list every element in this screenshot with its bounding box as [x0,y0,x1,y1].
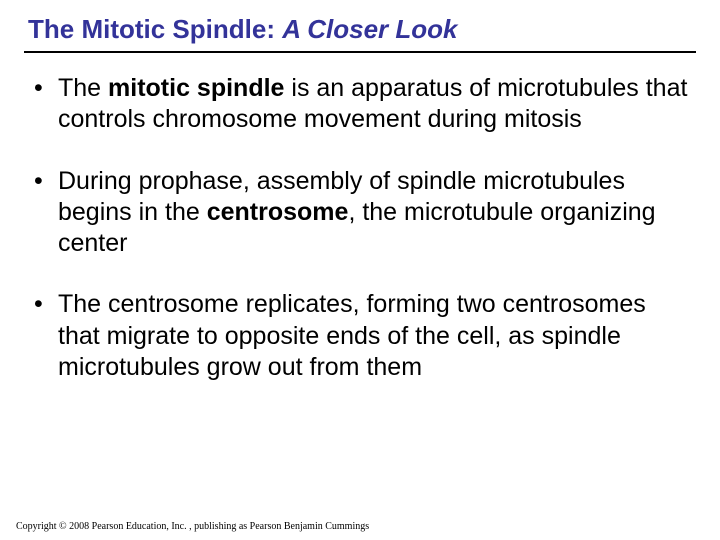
text-run-bold: centrosome [207,198,349,226]
text-run: The [58,74,108,102]
list-item: The mitotic spindle is an apparatus of m… [30,73,690,136]
title-lead: The Mitotic Spindle: [28,14,282,44]
bullet-list: The mitotic spindle is an apparatus of m… [24,73,696,383]
text-run-bold: mitotic spindle [108,74,284,102]
text-run: The centrosome replicates, forming two c… [58,290,646,381]
slide: The Mitotic Spindle: A Closer Look The m… [0,0,720,540]
list-item: The centrosome replicates, forming two c… [30,289,690,383]
copyright-text: Copyright © 2008 Pearson Education, Inc.… [16,521,369,532]
title-italic: A Closer Look [282,14,457,44]
list-item: During prophase, assembly of spindle mic… [30,166,690,260]
title-rule [24,51,696,53]
slide-title: The Mitotic Spindle: A Closer Look [28,14,696,45]
